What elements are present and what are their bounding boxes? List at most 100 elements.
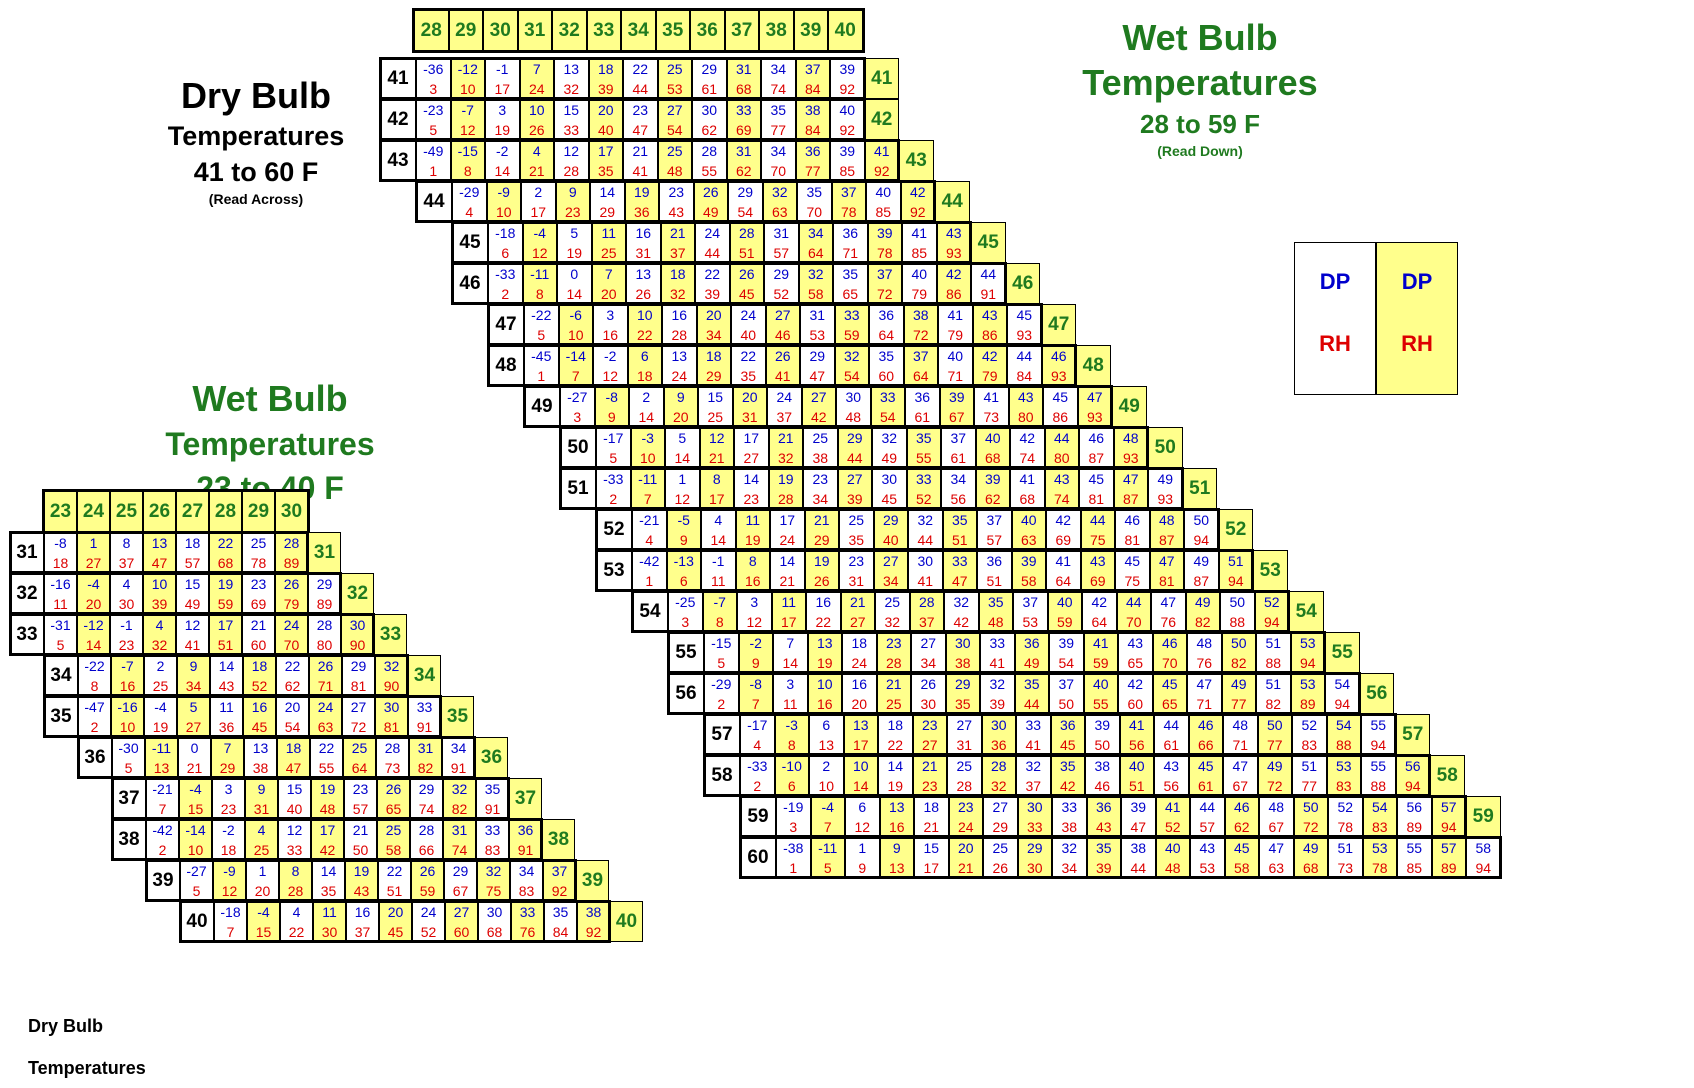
value-cell: 6 12 bbox=[845, 796, 880, 837]
dew-point-value: -23 bbox=[423, 102, 444, 118]
value-cell: 22 44 bbox=[623, 58, 658, 99]
relative-humidity-value: 65 bbox=[385, 801, 402, 817]
relative-humidity-value: 27 bbox=[185, 719, 202, 735]
relative-humidity-value: 41 bbox=[184, 637, 201, 653]
wet-bulb-lower-line2: Temperatures bbox=[165, 426, 375, 462]
dew-point-value: -21 bbox=[152, 781, 173, 797]
value-cell: 42 74 bbox=[1010, 427, 1045, 468]
value-cell: 13 19 bbox=[807, 632, 842, 673]
value-cell: 28 89 bbox=[275, 532, 308, 573]
value-cell: 41 68 bbox=[1010, 468, 1045, 509]
value-cell: -4 12 bbox=[522, 222, 557, 263]
relative-humidity-value: 50 bbox=[1094, 737, 1111, 753]
relative-humidity-value: 4 bbox=[753, 737, 762, 753]
dew-point-value: 47 bbox=[1268, 840, 1285, 856]
dew-point-value: 18 bbox=[251, 658, 268, 674]
relative-humidity-value: 83 bbox=[484, 842, 501, 858]
relative-humidity-value: 58 bbox=[1233, 860, 1250, 876]
value-cell: -4 15 bbox=[247, 901, 280, 942]
wet-bulb-end-label-49: 49 bbox=[1112, 386, 1147, 427]
relative-humidity-value: 35 bbox=[740, 368, 757, 384]
relative-humidity-value: 15 bbox=[187, 801, 204, 817]
relative-humidity-value: 53 bbox=[1022, 614, 1039, 630]
dew-point-value: 14 bbox=[779, 553, 796, 569]
dew-point-value: 41 bbox=[1164, 799, 1181, 815]
relative-humidity-value: 17 bbox=[530, 204, 547, 220]
dew-point-value: 44 bbox=[1199, 799, 1216, 815]
dew-point-value: 28 bbox=[918, 594, 935, 610]
value-cell: 47 93 bbox=[1077, 386, 1112, 427]
relative-humidity-value: 19 bbox=[566, 245, 583, 261]
relative-humidity-value: 62 bbox=[984, 491, 1001, 507]
value-cell: 7 29 bbox=[211, 737, 244, 778]
relative-humidity-value: 3 bbox=[429, 81, 438, 97]
relative-humidity-value: 31 bbox=[848, 573, 865, 589]
relative-humidity-value: 61 bbox=[1163, 737, 1180, 753]
relative-humidity-value: 78 bbox=[840, 204, 857, 220]
dry-bulb-row-label-57: 57 bbox=[704, 714, 740, 755]
value-cell: 57 89 bbox=[1431, 837, 1466, 878]
dew-point-value: 39 bbox=[948, 389, 965, 405]
value-cell: 41 73 bbox=[974, 386, 1009, 427]
wet-bulb-header-36: 36 bbox=[690, 10, 725, 51]
legend-rh-label: RH bbox=[1319, 331, 1351, 356]
dew-point-value: 41 bbox=[1128, 717, 1145, 733]
dew-point-value: -25 bbox=[675, 594, 696, 610]
dry-bulb-row-label-41: 41 bbox=[380, 58, 416, 99]
value-cell: 14 19 bbox=[878, 755, 913, 796]
value-cell: 4 21 bbox=[519, 140, 554, 181]
dew-point-value: 45 bbox=[1233, 840, 1250, 856]
relative-humidity-value: 11 bbox=[53, 596, 68, 612]
value-cell: 50 72 bbox=[1293, 796, 1328, 837]
value-cell: 8 17 bbox=[699, 468, 734, 509]
value-cell: 53 78 bbox=[1362, 837, 1397, 878]
legend-dp-label-yellow: DP bbox=[1401, 269, 1433, 294]
relative-humidity-value: 11 bbox=[782, 696, 798, 712]
relative-humidity-value: 5 bbox=[609, 450, 618, 466]
relative-humidity-value: 87 bbox=[1158, 532, 1175, 548]
value-cell: 37 72 bbox=[867, 263, 902, 304]
relative-humidity-value: 91 bbox=[450, 760, 467, 776]
value-cell: 48 71 bbox=[1223, 714, 1258, 755]
relative-humidity-value: 73 bbox=[1337, 860, 1354, 876]
relative-humidity-value: 77 bbox=[770, 122, 787, 138]
dew-point-value: 29 bbox=[316, 576, 333, 592]
relative-humidity-value: 23 bbox=[921, 778, 938, 794]
relative-humidity-value: 71 bbox=[947, 368, 964, 384]
relative-humidity-value: 44 bbox=[1130, 860, 1147, 876]
value-cell: 19 48 bbox=[311, 778, 344, 819]
dew-point-value: -17 bbox=[603, 430, 624, 446]
value-cell: 23 43 bbox=[659, 181, 694, 222]
dew-point-value: 6 bbox=[858, 799, 867, 815]
relative-humidity-value: 56 bbox=[1128, 737, 1145, 753]
dew-point-value: 10 bbox=[151, 576, 168, 592]
value-cell: 23 24 bbox=[948, 796, 983, 837]
relative-humidity-value: 36 bbox=[633, 204, 650, 220]
dew-point-value: 40 bbox=[911, 266, 928, 282]
dew-point-value: 52 bbox=[1301, 717, 1318, 733]
dew-point-value: 28 bbox=[738, 225, 755, 241]
wet-bulb-title-line1: Wet Bulb bbox=[1122, 17, 1278, 58]
dew-point-value: 30 bbox=[881, 471, 898, 487]
relative-humidity-value: 9 bbox=[751, 655, 760, 671]
value-cell: 31 82 bbox=[409, 737, 442, 778]
dew-point-value: 35 bbox=[987, 594, 1004, 610]
dew-point-value: 11 bbox=[745, 512, 761, 528]
dew-point-value: 37 bbox=[1022, 594, 1039, 610]
wet-bulb-title-line2: Temperatures bbox=[1082, 62, 1318, 103]
relative-humidity-value: 46 bbox=[1094, 778, 1111, 794]
dew-point-value: -22 bbox=[531, 307, 552, 323]
value-cell: 41 56 bbox=[1119, 714, 1154, 755]
value-cell: 35 60 bbox=[869, 345, 904, 386]
dew-point-value: 33 bbox=[951, 553, 968, 569]
relative-humidity-value: 24 bbox=[528, 81, 545, 97]
dew-point-value: 38 bbox=[1130, 840, 1147, 856]
relative-humidity-value: 49 bbox=[881, 450, 898, 466]
value-cell: 33 54 bbox=[870, 386, 905, 427]
relative-humidity-value: 71 bbox=[842, 245, 859, 261]
dew-point-value: 35 bbox=[1023, 676, 1040, 692]
value-cell: 46 62 bbox=[1224, 796, 1259, 837]
dew-point-value: 21 bbox=[777, 430, 794, 446]
value-cell: 35 51 bbox=[942, 509, 977, 550]
relative-humidity-value: 54 bbox=[666, 122, 683, 138]
